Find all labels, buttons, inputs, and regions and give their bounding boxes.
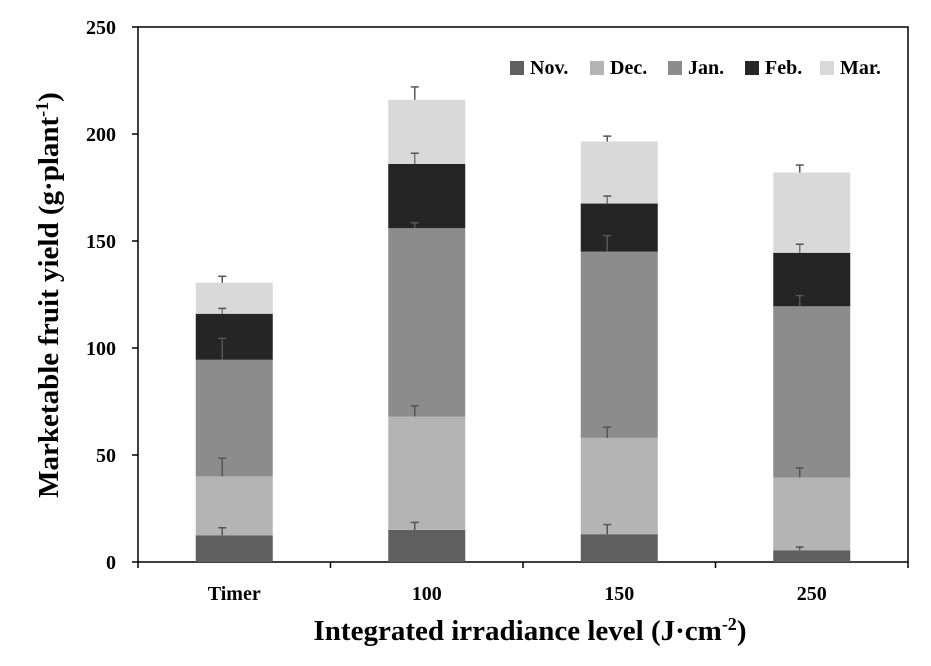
x-axis: Timer 100 150 250	[137, 562, 909, 605]
x-tick-label: 250	[797, 583, 827, 605]
error-bars	[218, 86, 804, 551]
bar-segment-mar	[773, 172, 851, 253]
bar-segment-jan	[580, 251, 658, 438]
bar-segment-feb	[580, 203, 658, 252]
bar-segment-feb	[195, 313, 273, 360]
y-tick-label: 0	[106, 552, 116, 574]
bar-segment-dec	[388, 416, 466, 530]
bar-segment-dec	[195, 476, 273, 536]
y-axis: 0 50 100 150 200 250	[86, 17, 138, 574]
legend: Nov. Dec. Jan. Feb. Mar.	[510, 57, 881, 79]
y-tick-label: 200	[86, 124, 116, 146]
x-tick-label: Timer	[208, 583, 261, 605]
legend-label: Mar.	[840, 57, 881, 79]
x-axis-title: Integrated irradiance level (J·cm-2)	[314, 614, 747, 647]
legend-swatch-mar	[820, 61, 834, 75]
bar-stacks	[195, 99, 851, 562]
bar-segment-jan	[388, 228, 466, 417]
legend-swatch-dec	[590, 61, 604, 75]
x-tick-label: 100	[412, 583, 442, 605]
y-axis-title-superscript: -1	[32, 102, 52, 117]
bar-segment-dec	[580, 437, 658, 535]
bar-segment-feb	[388, 163, 466, 229]
bar-segment-jan	[773, 306, 851, 478]
legend-label: Nov.	[530, 57, 568, 79]
bar-segment-nov	[195, 535, 273, 562]
bar-segment-mar	[388, 99, 466, 164]
bar-segment-feb	[773, 252, 851, 307]
bar-segment-mar	[580, 141, 658, 204]
legend-label: Jan.	[688, 57, 724, 79]
y-tick-label: 100	[86, 338, 116, 360]
legend-swatch-feb	[745, 61, 759, 75]
bar-segment-mar	[195, 282, 273, 314]
legend-swatch-nov	[510, 61, 524, 75]
x-axis-title-superscript: -2	[722, 614, 737, 634]
bar-segment-nov	[580, 534, 658, 562]
y-tick-label: 50	[96, 445, 116, 467]
bar-segment-jan	[195, 359, 273, 477]
bar-segment-nov	[773, 550, 851, 562]
y-tick-label: 150	[86, 231, 116, 253]
legend-label: Dec.	[610, 57, 647, 79]
y-axis-title: Marketable fruit yield (g·plant-1)	[32, 92, 65, 498]
legend-label: Feb.	[765, 57, 802, 79]
x-tick-label: 150	[604, 583, 634, 605]
y-tick-label: 250	[86, 17, 116, 39]
legend-swatch-jan	[668, 61, 682, 75]
bar-segment-nov	[388, 529, 466, 562]
bar-segment-dec	[773, 477, 851, 551]
